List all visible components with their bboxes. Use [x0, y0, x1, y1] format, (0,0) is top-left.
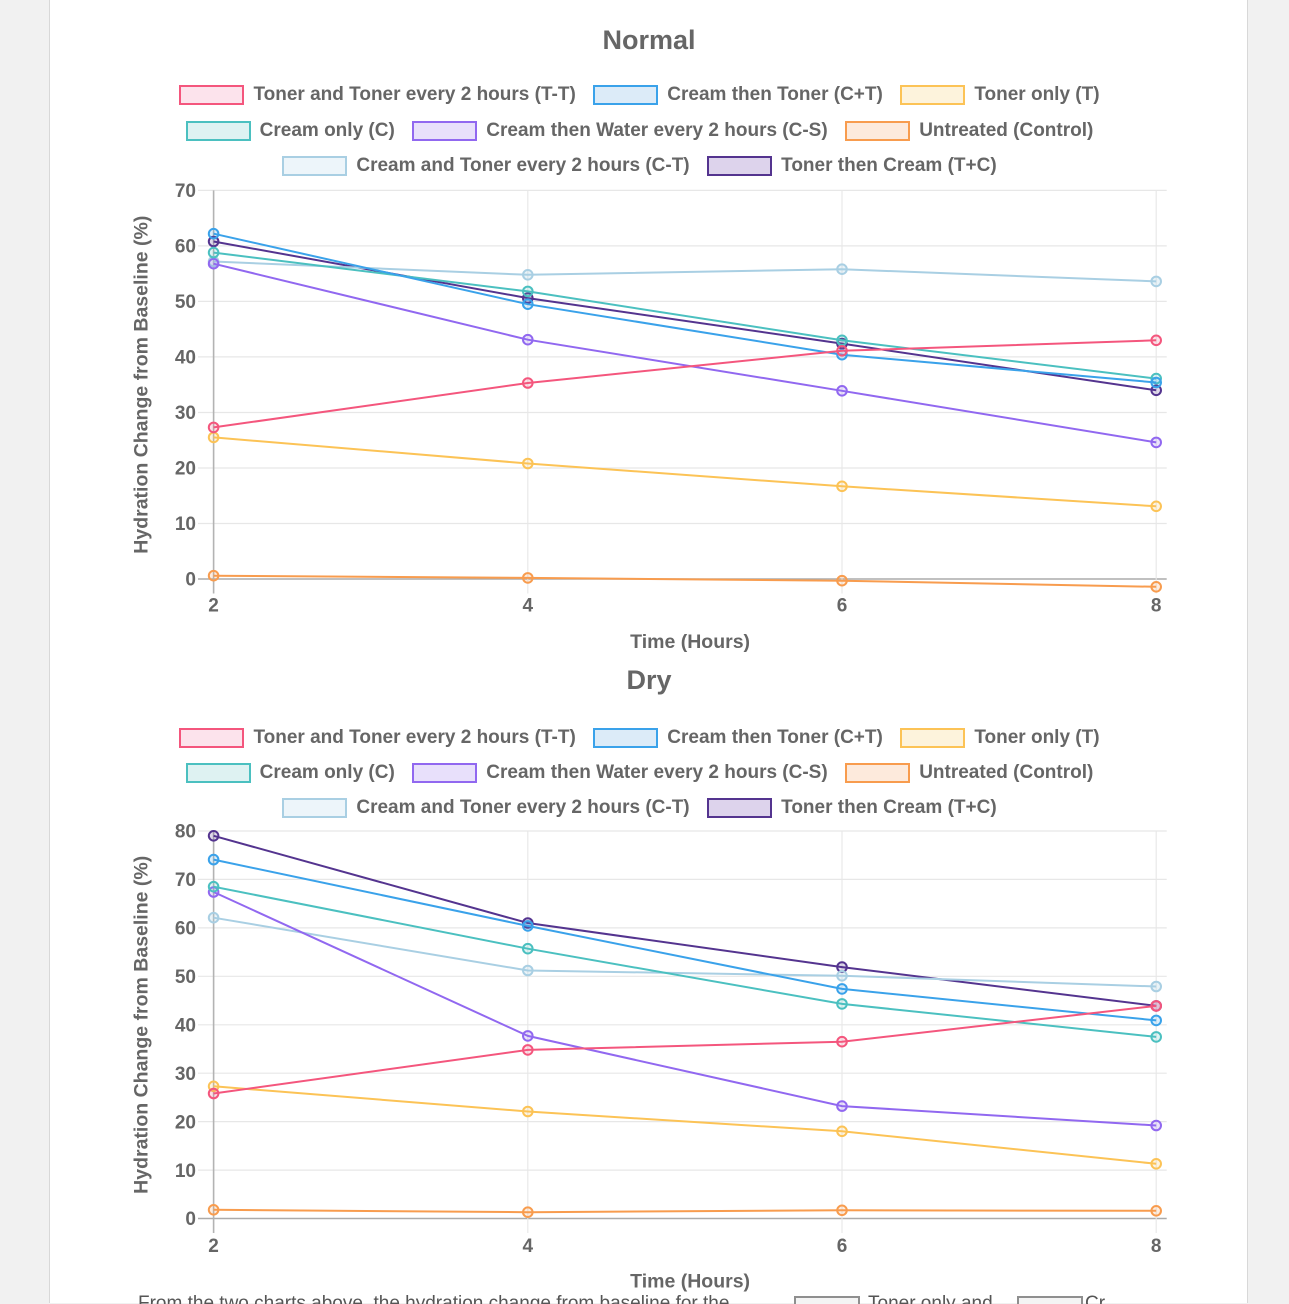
svg-text:Time (Hours): Time (Hours) [630, 631, 750, 653]
svg-text:50: 50 [175, 967, 196, 988]
svg-text:60: 60 [175, 237, 196, 258]
svg-text:40: 40 [175, 1016, 196, 1037]
svg-text:50: 50 [175, 292, 196, 313]
svg-text:Time (Hours): Time (Hours) [630, 1271, 750, 1293]
svg-text:4: 4 [523, 1236, 534, 1257]
svg-text:Hydration Change from Baseline: Hydration Change from Baseline (%) [131, 856, 153, 1194]
svg-text:30: 30 [175, 403, 196, 424]
svg-text:6: 6 [837, 596, 848, 617]
svg-text:0: 0 [185, 570, 196, 591]
svg-text:70: 70 [175, 181, 196, 202]
svg-text:40: 40 [175, 348, 196, 369]
svg-text:8: 8 [1151, 596, 1162, 617]
svg-text:0: 0 [185, 1209, 196, 1230]
svg-text:20: 20 [175, 1112, 196, 1133]
svg-text:2: 2 [208, 596, 219, 617]
svg-text:6: 6 [837, 1236, 848, 1257]
svg-text:80: 80 [175, 822, 196, 843]
svg-text:10: 10 [175, 514, 196, 535]
svg-text:30: 30 [175, 1064, 196, 1085]
svg-text:20: 20 [175, 459, 196, 480]
svg-text:60: 60 [175, 919, 196, 940]
svg-text:2: 2 [208, 1236, 219, 1257]
svg-text:70: 70 [175, 870, 196, 891]
svg-text:Hydration Change from Baseline: Hydration Change from Baseline (%) [131, 216, 153, 554]
svg-text:10: 10 [175, 1161, 196, 1182]
svg-text:8: 8 [1151, 1236, 1162, 1257]
svg-text:4: 4 [523, 596, 534, 617]
